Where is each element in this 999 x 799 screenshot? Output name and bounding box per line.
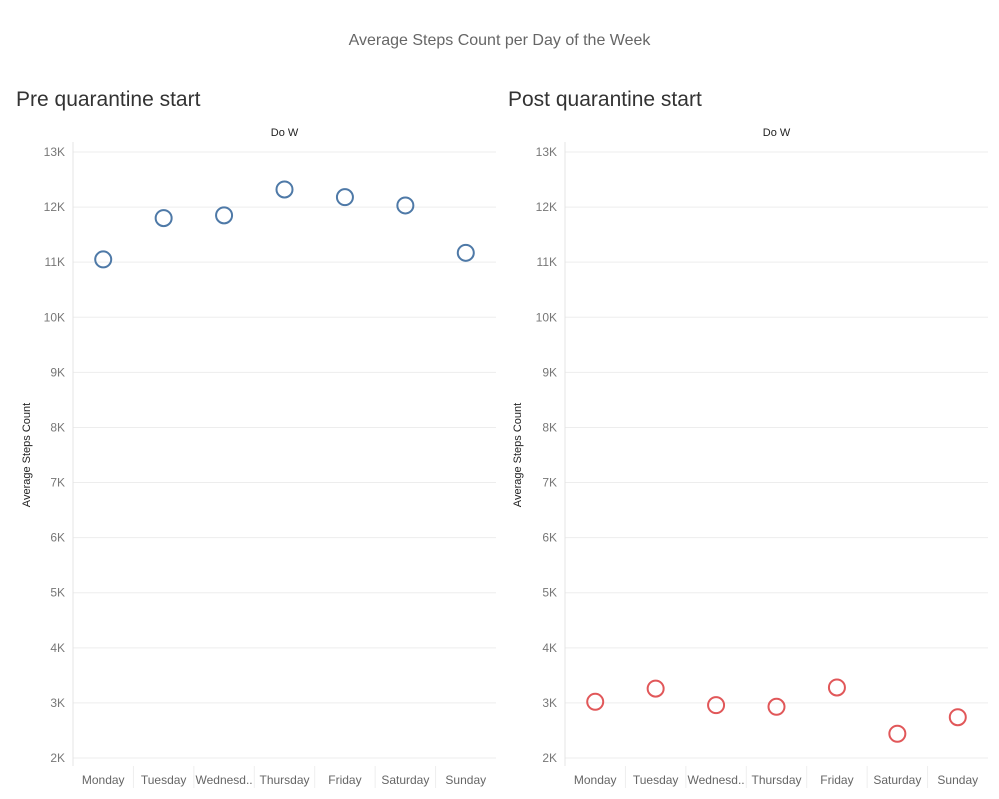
- data-point[interactable]: [456, 243, 475, 262]
- data-point[interactable]: [335, 188, 354, 207]
- y-tick-label: 4K: [50, 641, 65, 655]
- y-tick-label: 8K: [50, 420, 65, 434]
- y-tick-label: 6K: [50, 531, 65, 545]
- data-point[interactable]: [948, 708, 967, 727]
- dashboard-title: Average Steps Count per Day of the Week: [348, 32, 651, 49]
- y-tick-label: 7K: [542, 476, 557, 490]
- y-tick-label: 13K: [44, 145, 65, 159]
- y-tick-label: 3K: [50, 696, 65, 710]
- y-tick-label: 2K: [50, 751, 65, 765]
- x-tick-label: Friday: [820, 773, 853, 787]
- data-point[interactable]: [275, 180, 294, 199]
- y-tick-label: 2K: [542, 751, 557, 765]
- y-tick-label: 6K: [542, 531, 557, 545]
- data-point[interactable]: [827, 678, 846, 697]
- panel-title: Post quarantine start: [508, 88, 702, 111]
- x-tick-label: Sunday: [937, 773, 978, 787]
- data-point[interactable]: [586, 692, 605, 711]
- x-tick-label: Tuesday: [141, 773, 187, 787]
- y-tick-label: 12K: [536, 200, 557, 214]
- y-tick-label: 10K: [44, 310, 65, 324]
- x-axis-title: Do W: [763, 127, 791, 139]
- data-point[interactable]: [646, 679, 665, 698]
- y-tick-label: 3K: [542, 696, 557, 710]
- data-point[interactable]: [215, 206, 234, 225]
- x-tick-label: Wednesd..: [687, 773, 744, 787]
- x-tick-label: Thursday: [259, 773, 309, 787]
- pre-quarantine-panel: Pre quarantine start Do W Average Steps C…: [16, 84, 507, 799]
- y-tick-label: 11K: [537, 255, 557, 269]
- x-tick-label: Monday: [82, 773, 125, 787]
- x-axis-title: Do W: [271, 127, 299, 139]
- x-tick-label: Thursday: [751, 773, 801, 787]
- data-point[interactable]: [767, 697, 786, 716]
- x-tick-label: Sunday: [445, 773, 486, 787]
- y-tick-label: 4K: [542, 641, 557, 655]
- y-tick-label: 10K: [536, 310, 557, 324]
- x-tick-label: Tuesday: [633, 773, 679, 787]
- data-point[interactable]: [707, 696, 726, 715]
- y-tick-label: 8K: [542, 420, 557, 434]
- x-tick-label: Monday: [574, 773, 617, 787]
- x-tick-label: Friday: [328, 773, 361, 787]
- y-tick-label: 5K: [50, 586, 65, 600]
- y-tick-label: 13K: [536, 145, 557, 159]
- y-tick-label: 11K: [45, 255, 65, 269]
- data-point[interactable]: [888, 724, 907, 743]
- pre-quarantine-chart: Do W Average Steps Count 2K 3K 4K 5K 6K 7K 8K 9K 1…: [21, 127, 496, 788]
- data-point[interactable]: [396, 196, 415, 215]
- data-point[interactable]: [94, 250, 113, 269]
- data-point[interactable]: [154, 209, 173, 228]
- y-tick-label: 7K: [50, 476, 65, 490]
- panel-title: Pre quarantine start: [16, 88, 201, 111]
- y-axis-title: Average Steps Count: [21, 403, 33, 507]
- post-quarantine-chart: Do W Average Steps Count 2K 3K 4K 5K 6K 7K 8K 9K 1…: [512, 127, 988, 788]
- post-quarantine-panel: Post quarantine start Do W Average Steps …: [508, 84, 999, 799]
- y-axis-title: Average Steps Count: [512, 403, 524, 507]
- x-tick-label: Saturday: [873, 773, 921, 787]
- y-tick-label: 5K: [542, 586, 557, 600]
- x-tick-label: Wednesd..: [195, 773, 252, 787]
- x-tick-label: Saturday: [381, 773, 429, 787]
- y-tick-label: 9K: [542, 365, 557, 379]
- y-tick-label: 12K: [44, 200, 65, 214]
- y-tick-label: 9K: [50, 365, 65, 379]
